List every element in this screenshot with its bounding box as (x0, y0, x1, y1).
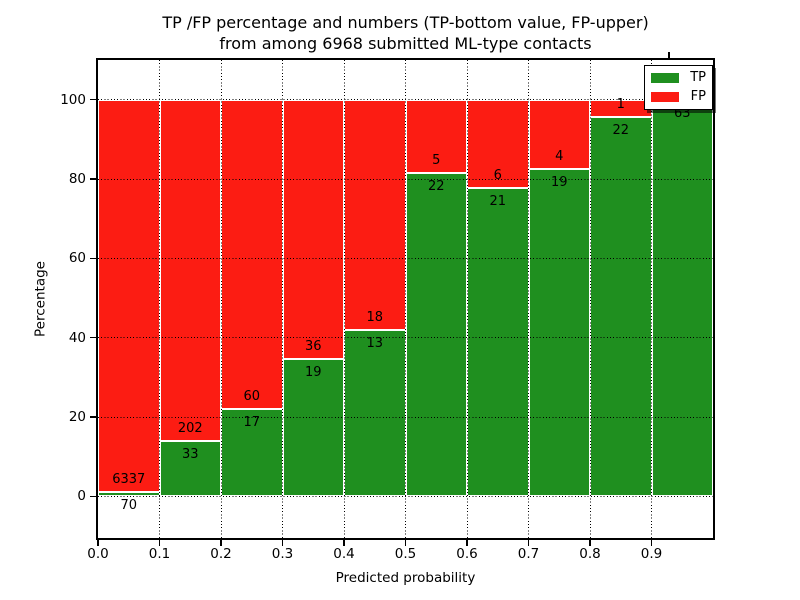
x-tick-label: 0.5 (394, 546, 417, 562)
x-axis-label: Predicted probability (335, 570, 476, 586)
v-gridline (159, 60, 160, 538)
y-tick-label: 40 (68, 329, 86, 346)
tp-bar-segment (467, 187, 529, 497)
tp-count-label: 19 (304, 365, 322, 381)
tp-bar-segment (344, 329, 406, 497)
x-tick-label: 0.2 (210, 546, 232, 562)
x-tick-label: 0.3 (271, 546, 294, 562)
fp-count-label: 5 (432, 153, 441, 169)
fp-bar-segment (221, 99, 283, 409)
x-tick (220, 540, 222, 546)
y-tick (90, 336, 96, 339)
fp-count-label: 36 (304, 339, 322, 355)
y-tick-label: 20 (68, 409, 86, 425)
fp-count-label: 60 (243, 388, 261, 404)
tp-bar-segment (651, 99, 713, 497)
plot-area: 6337 70 202 33 60 17 36 19 18 13 5 22 6 21 4 19 1 22 63 TP… (98, 60, 713, 538)
y-tick (90, 98, 96, 101)
v-gridline (589, 60, 591, 538)
x-tick (650, 540, 653, 546)
y-tick-label: 80 (68, 171, 86, 187)
legend-item-tp: TP (651, 71, 706, 85)
tp-bar-segment (590, 116, 652, 497)
fp-bar-segment (467, 99, 529, 188)
tp-count-label: 22 (612, 122, 630, 138)
v-gridline (282, 60, 283, 538)
tp-bar-segment (528, 168, 590, 497)
tp-count-label: 19 (550, 174, 568, 190)
x-tick-label: 0.4 (333, 546, 355, 562)
fp-count-label: 4 (555, 148, 564, 164)
v-gridline (466, 60, 468, 538)
x-tick-label: 0.1 (148, 546, 171, 562)
fp-bar-segment (344, 99, 406, 330)
legend: TP FP (644, 65, 713, 110)
chart-title-line2: from among 6968 submitted ML-type contac… (219, 34, 592, 53)
x-tick (97, 540, 99, 546)
x-tick (466, 540, 468, 546)
fp-count-label: 1 (616, 96, 625, 112)
y-tick-label: 100 (60, 91, 86, 108)
fp-count-label: 18 (366, 309, 384, 325)
tp-count-label: 22 (427, 179, 445, 195)
legend-swatch-tp-icon (651, 73, 679, 83)
x-tick (281, 540, 284, 546)
tp-count-label: 13 (366, 335, 384, 351)
fp-bar-segment (528, 99, 590, 169)
legend-label-fp: FP (690, 89, 706, 104)
x-tick-label: 0.9 (640, 546, 663, 562)
x-tick (158, 540, 161, 546)
v-gridline (343, 60, 345, 538)
tp-count-label: 21 (489, 193, 507, 209)
v-gridline (405, 60, 406, 538)
fp-bar-segment (159, 99, 221, 441)
x-tick-label: 0.6 (456, 546, 478, 562)
tp-bar-segment (405, 173, 467, 497)
y-axis-label: Percentage (32, 261, 49, 337)
legend-item-fp: FP (651, 90, 706, 104)
chart-title: TP /FP percentage and numbers (TP-bottom… (98, 12, 713, 54)
x-tick-label: 0.7 (517, 546, 540, 562)
legend-swatch-fp-icon (651, 92, 679, 102)
y-tick (90, 495, 96, 498)
axes-frame: 6337 70 202 33 60 17 36 19 18 13 5 22 6 21 4 19 1 22 63 TP… (96, 58, 715, 540)
fp-bar-segment (405, 99, 467, 174)
y-tick-label: 0 (77, 488, 86, 505)
fp-bar-segment (282, 99, 344, 360)
y-tick (90, 178, 96, 180)
y-tick (90, 257, 96, 260)
top-spine-notch (668, 52, 670, 60)
fp-count-label: 6 (493, 167, 502, 183)
v-gridline (528, 60, 529, 538)
x-tick (589, 540, 591, 546)
x-tick (404, 540, 407, 546)
y-tick (90, 416, 96, 418)
x-tick-label: 0.8 (579, 546, 601, 562)
tp-bar-segment (282, 359, 344, 497)
v-gridline (220, 60, 222, 538)
x-tick-label: 0.0 (87, 546, 109, 562)
tp-count-label: 70 (120, 498, 138, 513)
chart-title-line1: TP /FP percentage and numbers (TP-bottom… (162, 13, 649, 32)
legend-label-tp: TP (690, 70, 706, 85)
tp-count-label: 17 (243, 414, 261, 430)
y-tick-label: 60 (68, 250, 86, 267)
tp-count-label: 33 (181, 446, 199, 462)
v-gridline (651, 60, 652, 538)
x-tick (527, 540, 530, 546)
fp-count-label: 202 (177, 420, 203, 436)
x-tick (343, 540, 345, 546)
fp-count-label: 6337 (112, 472, 146, 487)
fp-bar-segment (98, 99, 160, 492)
